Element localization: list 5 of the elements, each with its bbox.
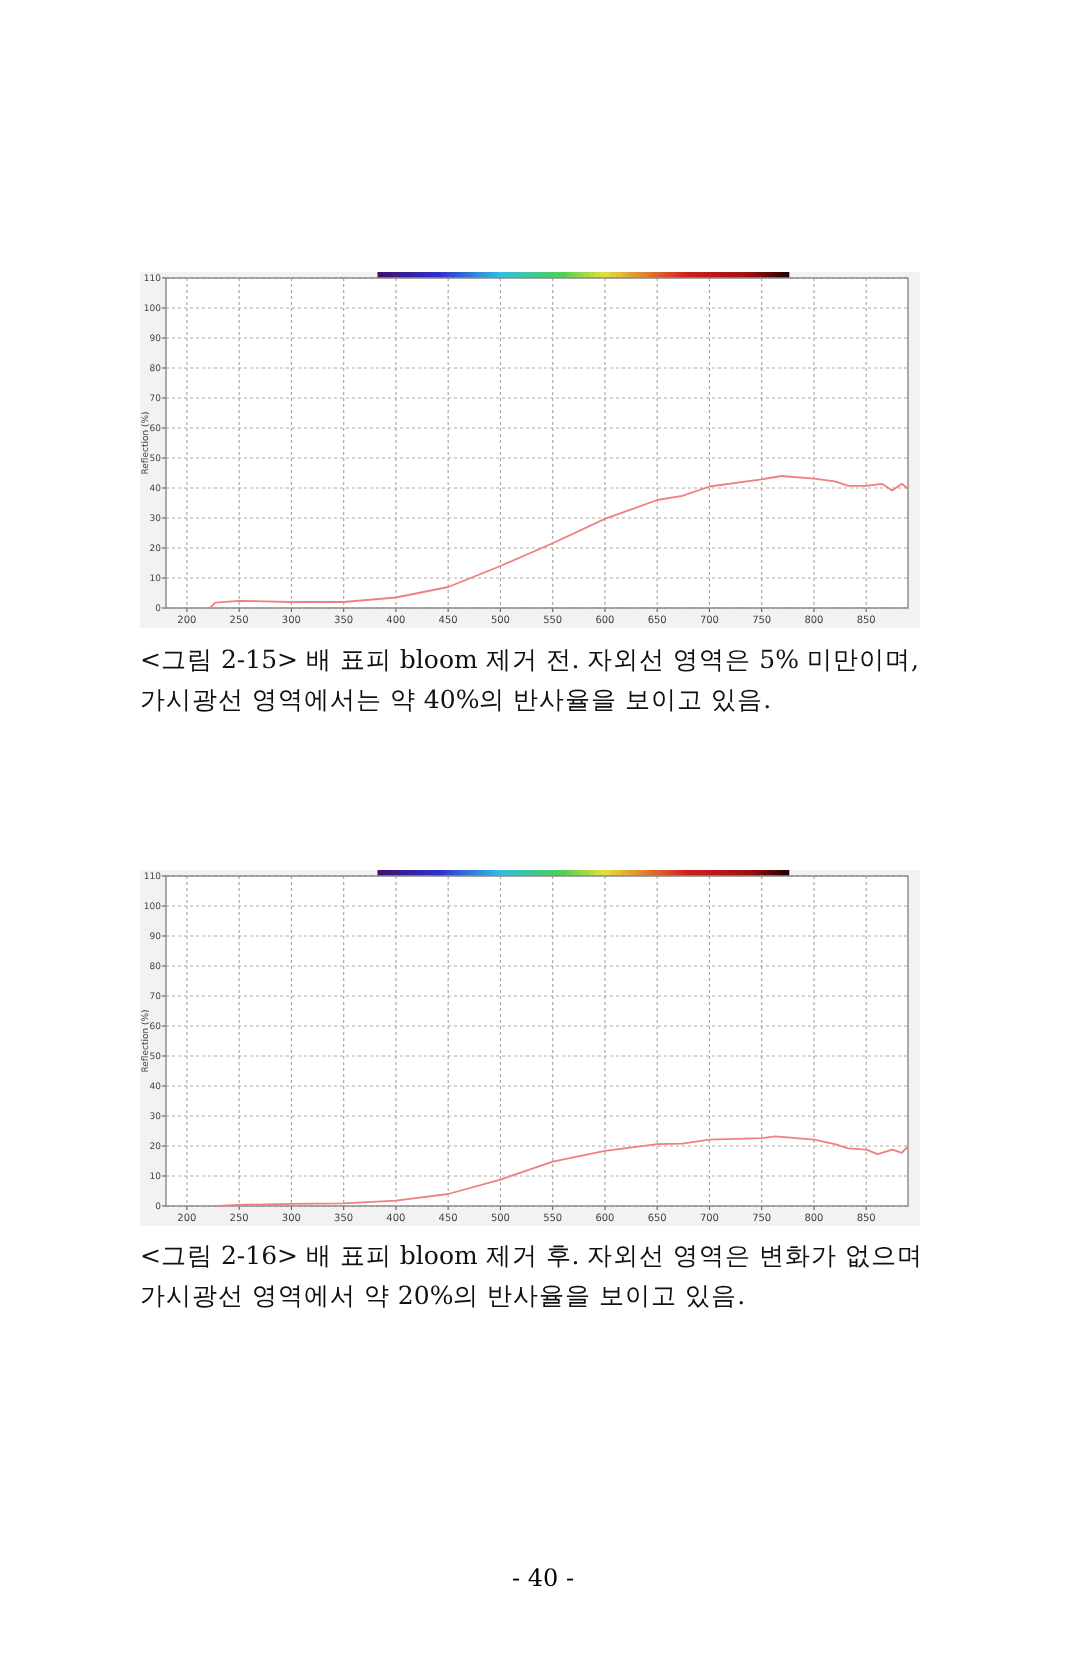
text: <그림 2-16> 배 표피 bloom 제거 후. 자외선 영역은 변화가 없으며 가시광선 영역에서 약 20%의 반사율을 보이고 있음. [140,1238,926,1314]
text: - 40 - [509,1564,576,1592]
line-series [216,1135,908,1207]
line-series [208,475,908,609]
text: <그림 2-15> 배 표피 bloom 제거 전. 자외선 영역은 5% 미만이며, 가시광선 영역에서는 약 40%의 반사율을 보이고 있음. [140,642,921,718]
